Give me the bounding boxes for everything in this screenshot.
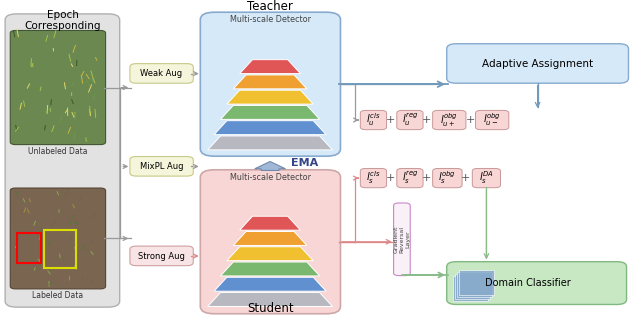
- Text: Teacher: Teacher: [247, 0, 293, 13]
- Text: +: +: [422, 173, 431, 183]
- Text: $l_s^{reg}$: $l_s^{reg}$: [402, 170, 418, 186]
- FancyBboxPatch shape: [360, 168, 387, 188]
- Text: +: +: [461, 173, 470, 183]
- FancyBboxPatch shape: [433, 168, 462, 188]
- Polygon shape: [220, 262, 320, 276]
- Polygon shape: [207, 136, 333, 150]
- Polygon shape: [240, 60, 301, 74]
- FancyBboxPatch shape: [394, 203, 410, 276]
- Text: $l_s^{cls}$: $l_s^{cls}$: [366, 170, 381, 186]
- Text: $l_s^{obg}$: $l_s^{obg}$: [438, 170, 456, 186]
- Text: +: +: [386, 115, 395, 125]
- Polygon shape: [214, 277, 326, 291]
- FancyBboxPatch shape: [447, 44, 628, 83]
- Text: $l_{u-}^{obg}$: $l_{u-}^{obg}$: [483, 112, 501, 129]
- Bar: [457, 272, 492, 297]
- Text: Adaptive Assignment: Adaptive Assignment: [482, 59, 593, 69]
- Bar: [17, 233, 41, 263]
- Text: MixPL Aug: MixPL Aug: [140, 162, 183, 171]
- FancyBboxPatch shape: [472, 168, 500, 188]
- Polygon shape: [227, 247, 314, 261]
- FancyBboxPatch shape: [476, 111, 509, 130]
- Polygon shape: [240, 216, 301, 230]
- Polygon shape: [214, 121, 326, 135]
- FancyBboxPatch shape: [130, 246, 193, 266]
- Text: EMA: EMA: [291, 158, 319, 168]
- Text: Domain Classifier: Domain Classifier: [485, 278, 571, 288]
- FancyBboxPatch shape: [130, 64, 193, 83]
- Polygon shape: [234, 75, 307, 89]
- Text: Epoch
Corresponding: Epoch Corresponding: [24, 10, 101, 31]
- FancyArrow shape: [255, 162, 285, 170]
- FancyBboxPatch shape: [10, 31, 106, 145]
- Text: Gradient
Reversal
Layer: Gradient Reversal Layer: [394, 226, 410, 253]
- Bar: [459, 270, 494, 295]
- Text: $l_s^{DA}$: $l_s^{DA}$: [479, 170, 494, 186]
- FancyBboxPatch shape: [5, 14, 120, 307]
- Polygon shape: [227, 90, 314, 104]
- Bar: [453, 276, 488, 301]
- Text: Multi-scale Detector: Multi-scale Detector: [230, 173, 310, 182]
- Text: +: +: [386, 173, 395, 183]
- Text: Multi-scale Detector: Multi-scale Detector: [230, 15, 310, 24]
- FancyBboxPatch shape: [200, 170, 340, 314]
- FancyBboxPatch shape: [433, 111, 466, 130]
- Text: +: +: [466, 115, 475, 125]
- FancyBboxPatch shape: [447, 262, 627, 304]
- FancyBboxPatch shape: [397, 168, 423, 188]
- Polygon shape: [234, 231, 307, 245]
- FancyBboxPatch shape: [360, 111, 387, 130]
- FancyBboxPatch shape: [397, 111, 423, 130]
- Text: $l_u^{cls}$: $l_u^{cls}$: [366, 112, 381, 129]
- Text: $l_{u+}^{obg}$: $l_{u+}^{obg}$: [440, 112, 458, 129]
- Polygon shape: [207, 292, 333, 306]
- Text: Weak Aug: Weak Aug: [140, 69, 182, 78]
- Polygon shape: [220, 106, 320, 119]
- Text: +: +: [422, 115, 431, 125]
- FancyBboxPatch shape: [200, 12, 340, 156]
- Text: $l_u^{reg}$: $l_u^{reg}$: [402, 112, 418, 128]
- FancyBboxPatch shape: [10, 188, 106, 289]
- Text: Strong Aug: Strong Aug: [138, 251, 185, 260]
- Bar: [455, 274, 490, 299]
- FancyBboxPatch shape: [130, 157, 193, 176]
- Text: Student: Student: [247, 302, 293, 315]
- Bar: [44, 230, 76, 268]
- Text: Unlabeled Data: Unlabeled Data: [28, 147, 87, 156]
- Text: Labeled Data: Labeled Data: [32, 290, 83, 300]
